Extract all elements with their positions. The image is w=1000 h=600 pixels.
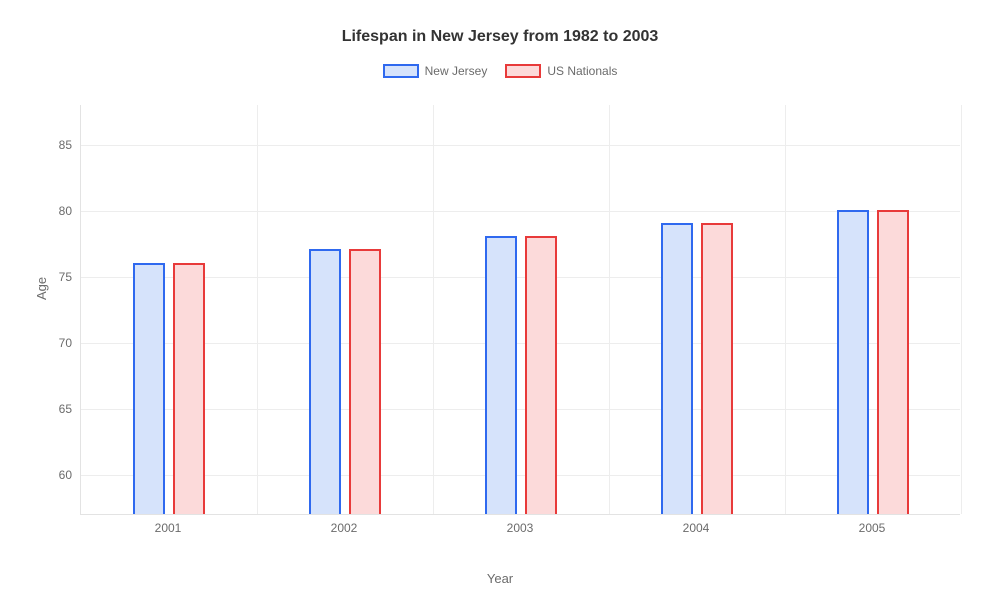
vertical-gridline <box>433 105 434 514</box>
gridline <box>81 277 960 278</box>
plot-surface <box>80 105 960 515</box>
plot-area: 60657075808520012002200320042005 <box>80 105 960 515</box>
legend: New Jersey US Nationals <box>0 64 1000 90</box>
gridline <box>81 145 960 146</box>
bar-new-jersey <box>661 223 693 514</box>
gridline <box>81 409 960 410</box>
bar-us-nationals <box>877 210 909 514</box>
y-tick-label: 75 <box>32 270 72 284</box>
legend-swatch-us-nationals <box>505 64 541 78</box>
gridline <box>81 343 960 344</box>
bar-new-jersey <box>133 263 165 514</box>
bar-us-nationals <box>701 223 733 514</box>
x-tick-label: 2003 <box>507 521 534 535</box>
bar-new-jersey <box>485 236 517 514</box>
legend-item-new-jersey: New Jersey <box>383 64 488 78</box>
legend-label-new-jersey: New Jersey <box>425 64 488 78</box>
vertical-gridline <box>961 105 962 514</box>
x-tick-label: 2004 <box>683 521 710 535</box>
x-axis-label: Year <box>0 571 1000 586</box>
x-tick-label: 2005 <box>859 521 886 535</box>
y-tick-label: 65 <box>32 402 72 416</box>
bar-new-jersey <box>309 249 341 514</box>
chart-title: Lifespan in New Jersey from 1982 to 2003 <box>0 0 1000 64</box>
y-tick-label: 85 <box>32 138 72 152</box>
x-tick-label: 2001 <box>155 521 182 535</box>
legend-label-us-nationals: US Nationals <box>547 64 617 78</box>
y-tick-label: 80 <box>32 204 72 218</box>
vertical-gridline <box>785 105 786 514</box>
bar-us-nationals <box>349 249 381 514</box>
bar-us-nationals <box>173 263 205 514</box>
bar-new-jersey <box>837 210 869 514</box>
y-tick-label: 60 <box>32 468 72 482</box>
legend-item-us-nationals: US Nationals <box>505 64 617 78</box>
y-tick-label: 70 <box>32 336 72 350</box>
vertical-gridline <box>609 105 610 514</box>
x-tick-label: 2002 <box>331 521 358 535</box>
vertical-gridline <box>257 105 258 514</box>
gridline <box>81 211 960 212</box>
legend-swatch-new-jersey <box>383 64 419 78</box>
bar-us-nationals <box>525 236 557 514</box>
gridline <box>81 475 960 476</box>
